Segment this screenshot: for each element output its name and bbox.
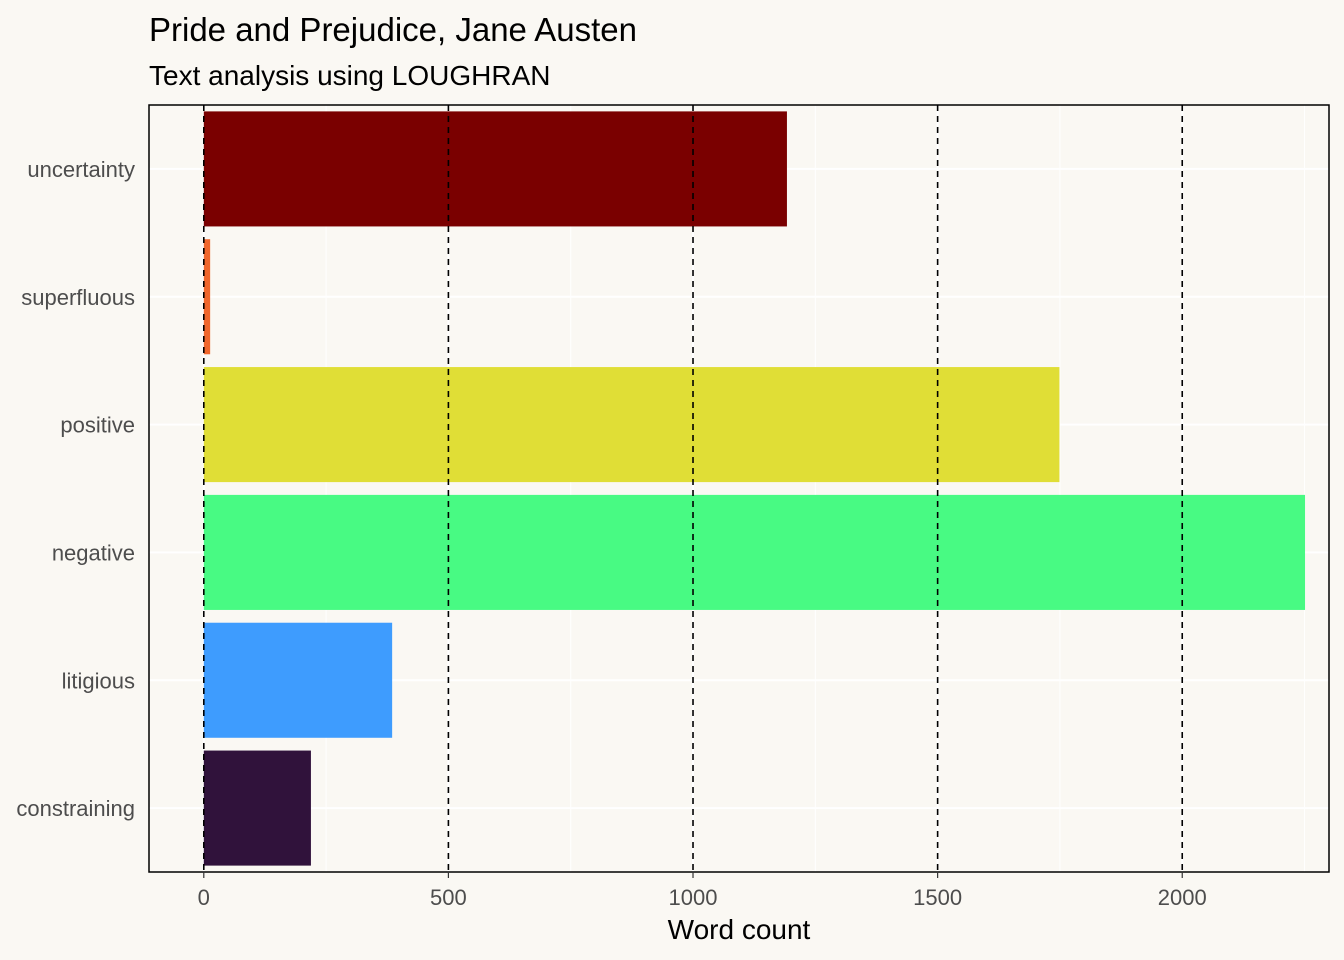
bar-positive	[203, 367, 1060, 483]
y-tick-label-constraining: constraining	[16, 796, 135, 821]
bar-superfluous	[203, 239, 211, 355]
x-tick-label: 1000	[669, 885, 718, 910]
bar-litigious	[203, 622, 393, 738]
y-tick-label-litigious: litigious	[62, 668, 135, 693]
y-tick-label-positive: positive	[60, 413, 135, 438]
x-axis-title: Word count	[668, 914, 811, 945]
chart-subtitle: Text analysis using LOUGHRAN	[149, 60, 550, 91]
y-axis-tick-labels: uncertainty superfluous positive negative li…	[16, 157, 135, 821]
y-tick-label-negative: negative	[52, 540, 135, 565]
bar-negative	[203, 494, 1306, 610]
x-axis-tick-labels: 0 500 1000 1500 2000	[198, 872, 1207, 910]
bar-constraining	[203, 750, 311, 866]
x-tick-label: 500	[430, 885, 467, 910]
bars	[203, 111, 1306, 866]
bar-uncertainty	[203, 111, 787, 227]
minor-gridlines	[325, 105, 1306, 872]
chart-title: Pride and Prejudice, Jane Austen	[149, 11, 637, 48]
panel-border	[148, 104, 1330, 873]
y-tick-label-superfluous: superfluous	[21, 285, 135, 310]
x-tick-label: 0	[198, 885, 210, 910]
x-tick-label: 1500	[913, 885, 962, 910]
dashed-reference-lines	[202, 105, 1184, 872]
x-tick-label: 2000	[1158, 885, 1207, 910]
y-tick-label-uncertainty: uncertainty	[27, 157, 135, 182]
